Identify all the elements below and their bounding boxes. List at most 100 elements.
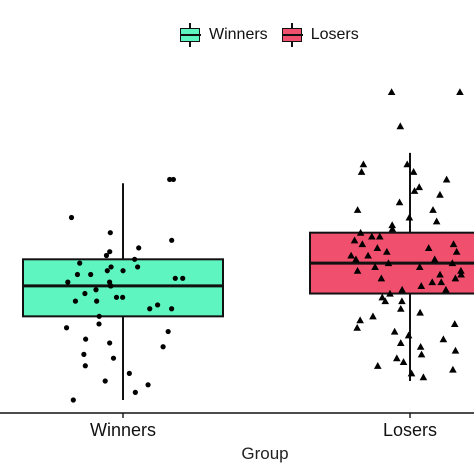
data-point	[416, 308, 424, 316]
data-point	[350, 236, 359, 244]
data-point	[169, 306, 175, 312]
data-point	[120, 268, 126, 274]
x-axis-label: Group	[241, 444, 289, 463]
data-point	[457, 270, 465, 278]
data-point	[415, 263, 424, 270]
data-point	[442, 285, 450, 293]
data-point	[352, 255, 360, 263]
data-point	[451, 274, 460, 282]
data-point	[132, 256, 138, 262]
data-point	[113, 294, 120, 300]
data-point	[404, 331, 413, 339]
data-point	[417, 282, 426, 289]
data-point	[82, 363, 88, 369]
data-point	[451, 346, 460, 354]
data-point	[94, 298, 100, 304]
data-point	[368, 232, 376, 240]
data-point	[390, 327, 399, 335]
data-point	[74, 271, 81, 278]
chart-marks	[0, 88, 474, 418]
data-point	[450, 320, 459, 327]
data-point	[436, 190, 444, 198]
data-point	[437, 278, 446, 286]
data-point	[169, 237, 175, 243]
data-point	[436, 270, 444, 278]
data-point	[424, 244, 433, 251]
data-point	[132, 389, 138, 395]
data-point	[371, 263, 379, 270]
data-point	[364, 251, 372, 259]
data-point	[396, 122, 405, 130]
data-point	[106, 279, 113, 285]
data-point	[172, 275, 178, 281]
data-point	[448, 259, 457, 267]
data-point	[386, 289, 394, 297]
data-point	[81, 351, 87, 357]
data-point	[403, 160, 412, 168]
data-point	[93, 287, 99, 293]
data-point	[432, 217, 441, 225]
data-point	[439, 335, 448, 343]
data-point	[107, 249, 113, 255]
data-point	[442, 175, 451, 183]
data-point	[405, 213, 414, 221]
data-point	[107, 340, 113, 346]
data-point	[96, 321, 102, 327]
data-point	[108, 264, 114, 270]
data-point	[398, 297, 406, 305]
data-point	[65, 279, 71, 285]
legend-item-winners: Winners	[178, 23, 268, 47]
data-point	[383, 247, 391, 255]
data-point	[356, 228, 365, 236]
data-point	[393, 354, 401, 362]
data-point	[135, 264, 141, 270]
legend-label-winners: Winners	[209, 26, 268, 43]
data-point	[120, 294, 126, 300]
data-point	[456, 88, 464, 96]
legend-key-winners	[178, 23, 202, 47]
data-point	[395, 198, 404, 206]
data-point	[452, 247, 461, 255]
data-point	[410, 187, 419, 194]
data-point	[428, 278, 437, 286]
data-point	[430, 255, 439, 263]
data-point	[381, 297, 390, 305]
data-point	[107, 230, 113, 236]
data-point	[104, 268, 110, 274]
data-point	[396, 339, 405, 347]
data-point	[155, 302, 161, 308]
x-tick-label-losers: Losers	[382, 420, 438, 440]
data-point	[103, 252, 110, 259]
data-point	[373, 244, 382, 251]
data-point	[407, 369, 416, 377]
data-point	[388, 221, 396, 229]
data-point	[357, 168, 366, 175]
x-tick-label-winners: Winners	[89, 420, 157, 440]
box-winners	[22, 258, 224, 318]
data-point	[359, 160, 368, 168]
data-point	[353, 323, 361, 331]
data-point	[126, 370, 132, 376]
data-point	[72, 298, 79, 304]
legend: Winners Losers	[178, 22, 371, 48]
data-point	[396, 304, 405, 312]
data-point	[356, 316, 364, 324]
data-point	[415, 183, 424, 191]
data-point	[136, 245, 142, 251]
data-point	[145, 382, 151, 388]
data-point	[68, 214, 75, 221]
data-point	[165, 328, 171, 335]
data-point	[347, 251, 355, 259]
legend-label-losers: Losers	[310, 26, 359, 43]
data-point	[416, 342, 425, 350]
data-point	[70, 397, 76, 403]
data-point	[353, 266, 362, 274]
data-point	[399, 358, 408, 366]
data-point	[96, 313, 102, 319]
data-point	[375, 232, 384, 240]
data-point	[387, 88, 396, 96]
data-point	[369, 312, 377, 320]
data-point	[457, 266, 465, 274]
data-point	[373, 361, 382, 369]
